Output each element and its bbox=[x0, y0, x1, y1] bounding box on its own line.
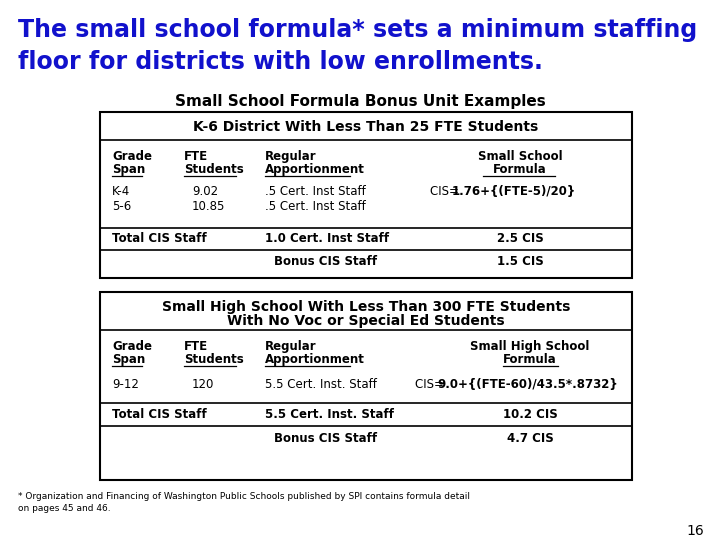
Text: Students: Students bbox=[184, 353, 244, 366]
Text: Grade: Grade bbox=[112, 150, 152, 163]
Text: The small school formula* sets a minimum staffing: The small school formula* sets a minimum… bbox=[18, 18, 697, 42]
Text: .5 Cert. Inst Staff: .5 Cert. Inst Staff bbox=[265, 200, 366, 213]
Text: Total CIS Staff: Total CIS Staff bbox=[112, 232, 207, 245]
Text: Small School: Small School bbox=[477, 150, 562, 163]
Text: Formula: Formula bbox=[493, 163, 547, 176]
Text: Apportionment: Apportionment bbox=[265, 353, 365, 366]
Text: Students: Students bbox=[184, 163, 244, 176]
Text: With No Voc or Special Ed Students: With No Voc or Special Ed Students bbox=[228, 314, 505, 328]
Text: 1.0 Cert. Inst Staff: 1.0 Cert. Inst Staff bbox=[265, 232, 389, 245]
Text: Bonus CIS Staff: Bonus CIS Staff bbox=[274, 432, 377, 445]
Text: Formula: Formula bbox=[503, 353, 557, 366]
Text: 9.02: 9.02 bbox=[192, 185, 218, 198]
Text: .5 Cert. Inst Staff: .5 Cert. Inst Staff bbox=[265, 185, 366, 198]
Text: Total CIS Staff: Total CIS Staff bbox=[112, 408, 207, 421]
Text: 1.5 CIS: 1.5 CIS bbox=[497, 255, 544, 268]
Text: Bonus CIS Staff: Bonus CIS Staff bbox=[274, 255, 377, 268]
Text: CIS=: CIS= bbox=[415, 378, 448, 391]
Text: 9-12: 9-12 bbox=[112, 378, 139, 391]
Text: Span: Span bbox=[112, 353, 145, 366]
Text: 5.5 Cert. Inst. Staff: 5.5 Cert. Inst. Staff bbox=[265, 408, 394, 421]
Text: 10.85: 10.85 bbox=[192, 200, 225, 213]
Bar bbox=[100, 292, 632, 480]
Text: Regular: Regular bbox=[265, 150, 317, 163]
Text: 4.7 CIS: 4.7 CIS bbox=[507, 432, 554, 445]
Text: 5-6: 5-6 bbox=[112, 200, 131, 213]
Text: Small High School: Small High School bbox=[470, 340, 590, 353]
Text: FTE: FTE bbox=[184, 150, 208, 163]
Text: CIS=: CIS= bbox=[430, 185, 463, 198]
Text: 120: 120 bbox=[192, 378, 215, 391]
Text: K-4: K-4 bbox=[112, 185, 130, 198]
Text: Span: Span bbox=[112, 163, 145, 176]
Text: Apportionment: Apportionment bbox=[265, 163, 365, 176]
Text: * Organization and Financing of Washington Public Schools published by SPI conta: * Organization and Financing of Washingt… bbox=[18, 492, 470, 513]
Text: Grade: Grade bbox=[112, 340, 152, 353]
Text: 5.5 Cert. Inst. Staff: 5.5 Cert. Inst. Staff bbox=[265, 378, 377, 391]
Text: Small School Formula Bonus Unit Examples: Small School Formula Bonus Unit Examples bbox=[175, 94, 545, 109]
Text: 10.2 CIS: 10.2 CIS bbox=[503, 408, 557, 421]
Text: 16: 16 bbox=[686, 524, 704, 538]
Text: Small High School With Less Than 300 FTE Students: Small High School With Less Than 300 FTE… bbox=[162, 300, 570, 314]
Text: 9.0+{(FTE-60)/43.5*.8732}: 9.0+{(FTE-60)/43.5*.8732} bbox=[437, 378, 618, 391]
Bar bbox=[100, 112, 632, 278]
Text: K-6 District With Less Than 25 FTE Students: K-6 District With Less Than 25 FTE Stude… bbox=[194, 120, 539, 134]
Text: Regular: Regular bbox=[265, 340, 317, 353]
Text: floor for districts with low enrollments.: floor for districts with low enrollments… bbox=[18, 50, 543, 74]
Text: 1.76+{(FTE-5)/20}: 1.76+{(FTE-5)/20} bbox=[452, 185, 576, 198]
Text: FTE: FTE bbox=[184, 340, 208, 353]
Text: 2.5 CIS: 2.5 CIS bbox=[497, 232, 544, 245]
